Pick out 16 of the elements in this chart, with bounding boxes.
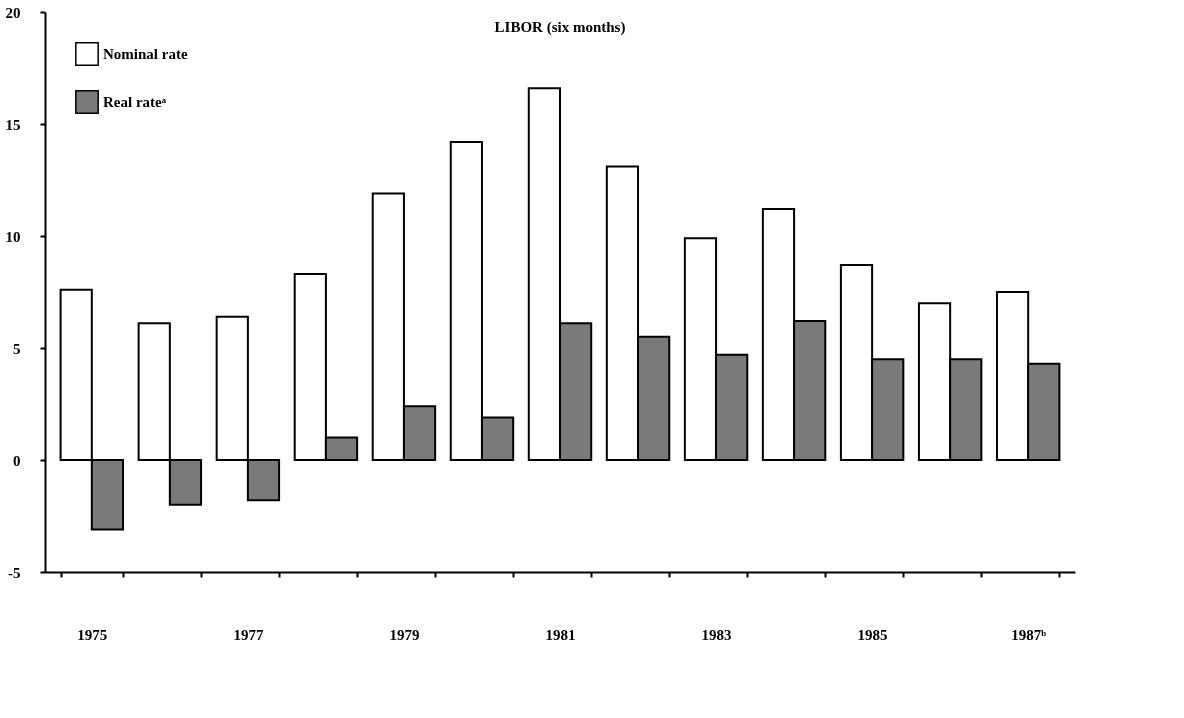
x-tick-label: 1979 <box>389 626 420 643</box>
x-tick-label: 1987ᵇ <box>1011 626 1047 643</box>
y-tick-label: 5 <box>13 340 21 357</box>
y-tick-label: -5 <box>8 564 21 581</box>
x-tick-label: 1983 <box>701 626 732 643</box>
x-tick-label: 1981 <box>545 626 576 643</box>
chart-title: LIBOR (six months) <box>494 19 626 36</box>
x-tick-label: 1985 <box>857 626 888 643</box>
legend-label: Nominal rate <box>103 46 188 62</box>
x-tick-label: 1977 <box>233 626 264 643</box>
y-tick-label: 0 <box>13 452 21 469</box>
x-tick-label: 1975 <box>77 626 108 643</box>
y-tick-label: 15 <box>5 116 21 133</box>
y-tick-label: 10 <box>5 228 21 245</box>
legend-label: Real rateᵃ <box>103 94 167 110</box>
y-tick-label: 20 <box>5 4 21 21</box>
